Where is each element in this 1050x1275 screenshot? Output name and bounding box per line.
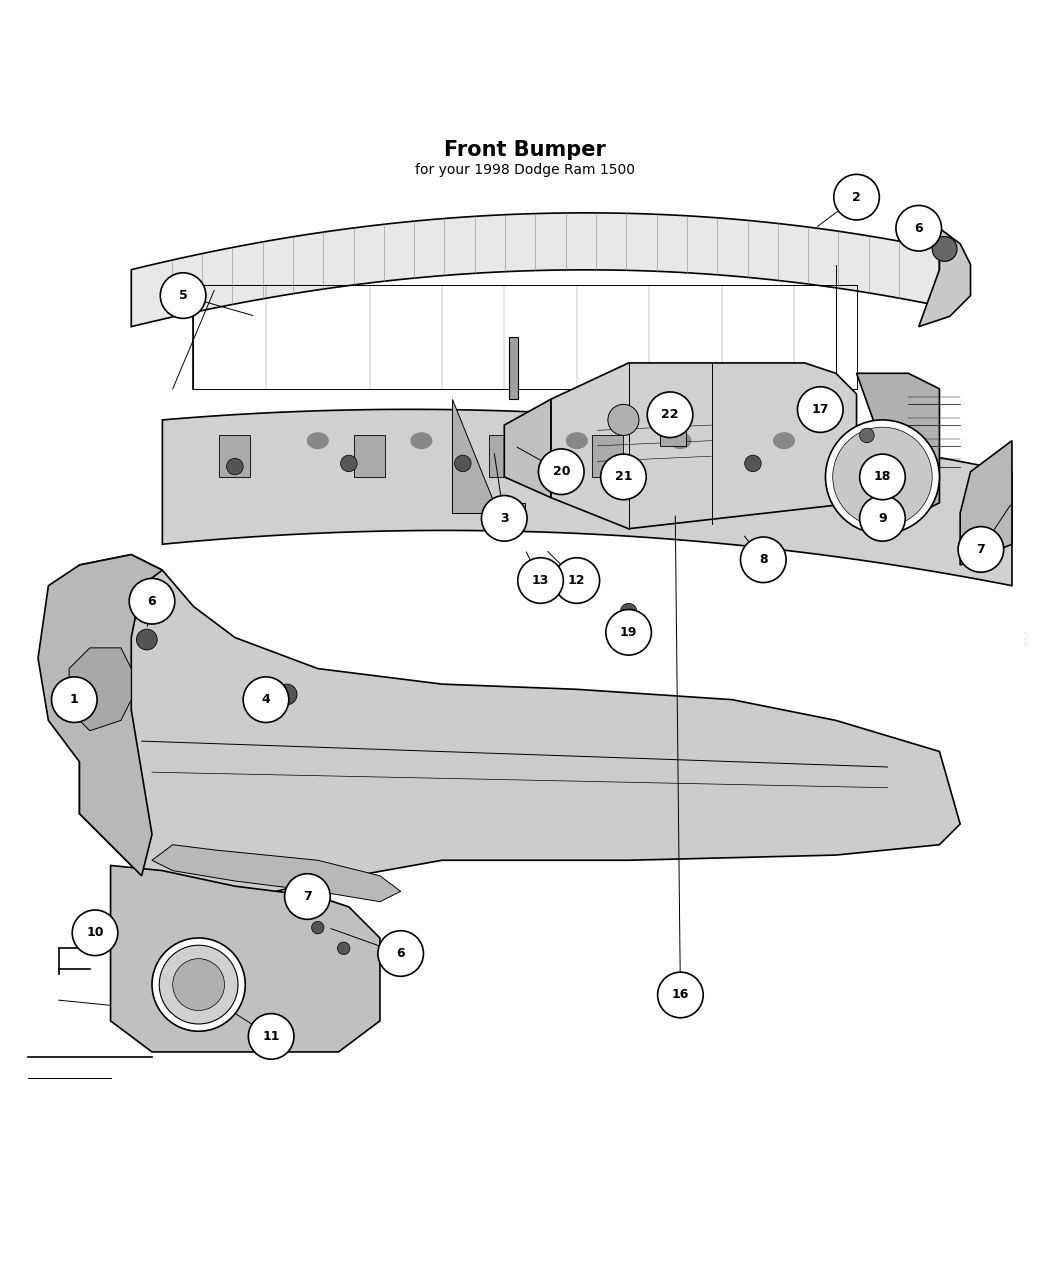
Text: for your 1998 Dodge Ram 1500: for your 1998 Dodge Ram 1500 (415, 163, 635, 177)
Text: 6: 6 (396, 947, 405, 960)
Text: 7: 7 (976, 543, 985, 556)
Circle shape (621, 603, 637, 620)
Circle shape (312, 922, 324, 933)
Circle shape (932, 237, 957, 261)
Circle shape (833, 427, 932, 527)
Circle shape (136, 629, 158, 650)
PathPatch shape (152, 845, 401, 901)
PathPatch shape (504, 399, 551, 497)
Ellipse shape (670, 434, 691, 449)
Circle shape (657, 972, 704, 1017)
Ellipse shape (774, 434, 795, 449)
Text: 3: 3 (500, 511, 508, 525)
Text: 22: 22 (662, 408, 678, 421)
Circle shape (482, 496, 527, 541)
Text: 19: 19 (620, 626, 637, 639)
Ellipse shape (411, 434, 432, 449)
Text: 20: 20 (552, 465, 570, 478)
Circle shape (860, 496, 905, 541)
Text: 16: 16 (672, 988, 689, 1001)
Bar (659, 409, 686, 446)
Circle shape (289, 899, 306, 915)
Text: 12: 12 (568, 574, 586, 586)
Circle shape (539, 449, 584, 495)
PathPatch shape (110, 866, 380, 1052)
PathPatch shape (551, 363, 857, 529)
Circle shape (518, 557, 564, 603)
Circle shape (860, 454, 905, 500)
Text: 11: 11 (262, 1030, 280, 1043)
Circle shape (72, 910, 118, 955)
Text: 6: 6 (148, 594, 156, 608)
PathPatch shape (960, 441, 1012, 565)
Text: 13: 13 (532, 574, 549, 586)
PathPatch shape (919, 228, 970, 326)
Bar (354, 436, 385, 477)
Circle shape (601, 454, 646, 500)
Text: 8: 8 (759, 553, 768, 566)
Circle shape (834, 175, 879, 221)
Text: 6: 6 (915, 222, 923, 235)
Circle shape (161, 273, 206, 319)
Circle shape (455, 455, 471, 472)
Text: 18: 18 (874, 470, 891, 483)
Text: 9: 9 (878, 511, 887, 525)
PathPatch shape (453, 399, 525, 513)
Circle shape (285, 873, 330, 919)
Circle shape (860, 428, 875, 442)
PathPatch shape (69, 648, 131, 731)
Circle shape (152, 938, 246, 1031)
Ellipse shape (566, 434, 587, 449)
Circle shape (647, 391, 693, 437)
Bar (509, 337, 518, 399)
Text: 17: 17 (812, 403, 830, 416)
Circle shape (740, 537, 786, 583)
PathPatch shape (38, 555, 163, 876)
Circle shape (825, 419, 940, 534)
Circle shape (129, 579, 174, 623)
Text: 7: 7 (303, 890, 312, 903)
Circle shape (160, 945, 238, 1024)
Circle shape (340, 455, 357, 472)
Text: 1: 1 (70, 694, 79, 706)
Polygon shape (131, 213, 940, 326)
Circle shape (896, 205, 942, 251)
Circle shape (744, 455, 761, 472)
Bar (488, 436, 520, 477)
Ellipse shape (514, 434, 536, 449)
Circle shape (606, 609, 651, 655)
Text: 4: 4 (261, 694, 270, 706)
Text: Front Bumper: Front Bumper (444, 140, 606, 161)
Circle shape (621, 455, 637, 472)
Circle shape (378, 931, 423, 977)
PathPatch shape (857, 374, 940, 519)
Text: 2: 2 (853, 191, 861, 204)
Circle shape (958, 527, 1004, 572)
Circle shape (337, 942, 350, 955)
Text: 10: 10 (86, 927, 104, 940)
Bar (592, 436, 624, 477)
Text: · · ·: · · · (1023, 631, 1032, 644)
Polygon shape (163, 409, 1012, 585)
Ellipse shape (308, 434, 329, 449)
PathPatch shape (80, 555, 960, 907)
Circle shape (608, 404, 639, 436)
Circle shape (276, 685, 297, 705)
Circle shape (172, 959, 225, 1011)
Circle shape (554, 557, 600, 603)
Circle shape (249, 1014, 294, 1060)
Circle shape (244, 677, 289, 723)
Circle shape (798, 386, 843, 432)
Circle shape (51, 677, 97, 723)
Text: 21: 21 (614, 470, 632, 483)
Circle shape (227, 458, 244, 474)
Bar (219, 436, 251, 477)
Text: 5: 5 (178, 289, 188, 302)
